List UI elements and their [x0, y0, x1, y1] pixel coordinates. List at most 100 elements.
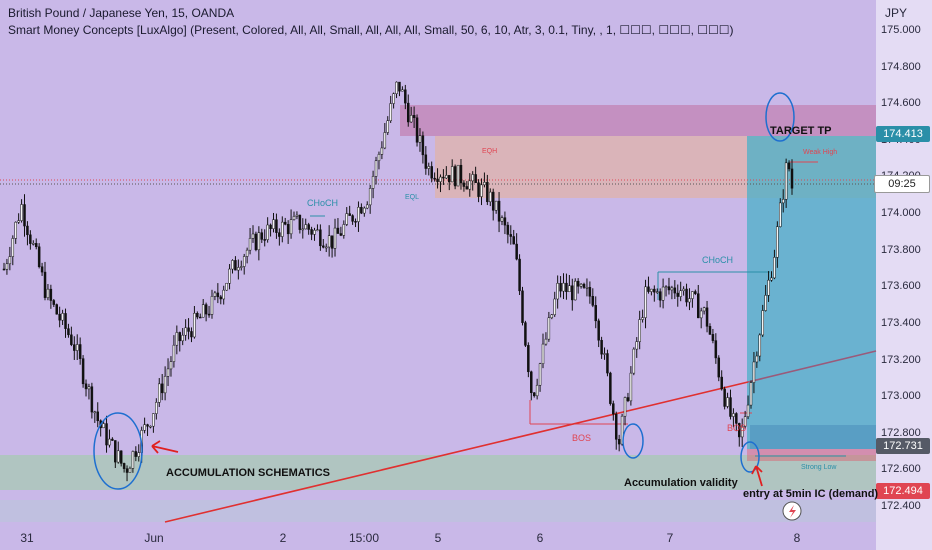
candle-body — [389, 103, 392, 121]
candle-body — [483, 182, 486, 186]
candle-body — [453, 166, 457, 187]
candle-body — [732, 413, 735, 417]
candle-body — [166, 368, 170, 377]
candle-body — [67, 328, 70, 336]
candle-body — [380, 147, 384, 155]
time-tick-label: Jun — [144, 531, 164, 545]
candle-body — [521, 290, 524, 323]
candle-body — [491, 191, 495, 211]
candle-body — [746, 404, 750, 417]
price-tick-label: 172.400 — [881, 500, 921, 512]
symbol-title: British Pound / Japanese Yen, 15, OANDA — [8, 6, 235, 20]
candle-body — [723, 388, 726, 407]
candle-body — [365, 204, 369, 209]
candle-body — [283, 221, 287, 225]
candle-body — [207, 313, 211, 316]
candle-body — [433, 177, 436, 180]
candle-body — [606, 353, 609, 374]
candle-body — [222, 289, 225, 300]
candle-body — [752, 361, 756, 383]
candle-body — [679, 290, 682, 297]
candle-body — [345, 213, 348, 225]
candle-body — [116, 450, 120, 463]
candle-body — [275, 219, 278, 233]
candle-body — [398, 81, 401, 92]
candle-body — [418, 135, 422, 143]
target-circle — [765, 92, 795, 142]
entry-arrow — [751, 465, 763, 487]
candle-body — [363, 207, 366, 214]
accumulation-circle — [93, 412, 143, 490]
candle-body — [650, 288, 653, 292]
candle-body — [770, 277, 773, 281]
candle-body — [749, 382, 753, 406]
candle-body — [234, 260, 237, 271]
candle-body — [480, 184, 483, 197]
price-tick-label: 172.800 — [881, 426, 921, 439]
candle-body — [436, 178, 439, 182]
indicator-legend[interactable]: Smart Money Concepts [LuxAlgo] (Present,… — [8, 23, 734, 37]
candle-body — [184, 327, 187, 336]
candle-body — [407, 102, 410, 123]
candle-body — [456, 164, 460, 187]
candle-body — [354, 221, 357, 223]
candle-body — [465, 186, 469, 190]
candle-body — [486, 182, 489, 203]
candle-body — [17, 220, 20, 223]
candle-body — [682, 288, 685, 292]
candle-body — [263, 239, 266, 241]
candle-body — [720, 376, 723, 390]
time-tick-label: 31 — [20, 531, 34, 545]
candle-body — [20, 204, 23, 221]
candle-body — [298, 214, 302, 230]
candle-body — [163, 376, 167, 394]
candle-body — [629, 372, 633, 402]
candle-body — [773, 257, 776, 279]
candle-body — [96, 411, 99, 422]
candle-body — [697, 293, 700, 319]
candle-body — [313, 229, 316, 235]
candle-body — [58, 313, 61, 321]
target-tp-annotation: TARGET TP — [770, 125, 832, 137]
candle-body — [594, 305, 597, 322]
price-tick-label: 173.600 — [881, 280, 921, 293]
candle-body — [23, 204, 26, 227]
price-tick-label: 173.200 — [881, 353, 921, 366]
bos-label-left: BOS — [572, 433, 592, 443]
candle-body — [78, 344, 82, 359]
price-tick-label: 172.600 — [881, 463, 921, 476]
time-tick-label: 2 — [279, 531, 287, 545]
candle-body — [647, 286, 650, 292]
candle-body — [155, 402, 158, 414]
candle-body — [29, 234, 32, 244]
candle-body — [620, 415, 624, 445]
candle-body — [462, 182, 466, 187]
price-tick-label: 174.000 — [881, 207, 921, 220]
candle-body — [518, 258, 521, 292]
candle-body — [199, 316, 202, 319]
candle-body — [638, 319, 641, 342]
stop-price-tag: 172.494 — [876, 483, 930, 499]
candle-body — [371, 176, 375, 189]
candle-body — [691, 291, 694, 299]
candle-body — [497, 200, 501, 222]
candle-body — [149, 425, 152, 428]
candle-body — [503, 217, 507, 226]
candle-body — [81, 358, 85, 385]
candle-body — [688, 298, 691, 303]
candle-body — [409, 115, 413, 123]
candle-body — [784, 162, 788, 200]
candle-body — [237, 267, 240, 271]
stop-zone — [747, 449, 876, 461]
candle-body — [459, 164, 463, 184]
candle-body — [190, 331, 193, 338]
candle-body — [714, 340, 718, 359]
choch-label-left: CHoCH — [307, 198, 339, 208]
candle-body — [626, 397, 630, 402]
candle-body — [310, 229, 313, 235]
candle-body — [726, 397, 729, 407]
candle-body — [269, 224, 272, 229]
candle-body — [532, 392, 536, 397]
